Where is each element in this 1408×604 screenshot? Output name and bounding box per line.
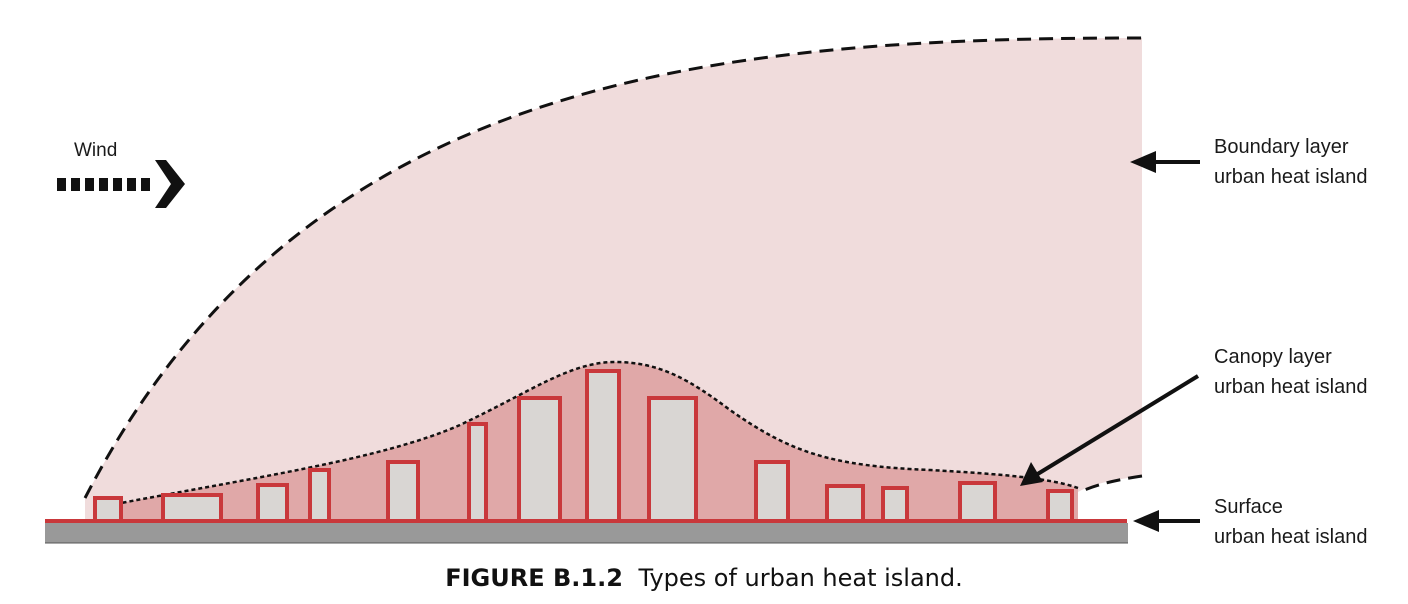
boundary-layer-label-line1: Boundary layer xyxy=(1214,136,1349,158)
surface-label: Surface urban heat island xyxy=(1214,492,1367,552)
surface-label-line1: Surface xyxy=(1214,496,1283,518)
figure-number: FIGURE B.1.2 xyxy=(445,564,623,592)
canopy-layer-arrow xyxy=(1020,374,1200,486)
boundary-layer-label-line2: urban heat island xyxy=(1214,166,1368,188)
building xyxy=(754,460,790,524)
canopy-layer-dotted-outline xyxy=(94,360,1079,510)
figure-caption-text: Types of urban heat island. xyxy=(638,564,963,592)
boundary-layer-label: Boundary layer urban heat island xyxy=(1214,132,1367,192)
building xyxy=(517,396,562,524)
building xyxy=(386,460,420,524)
building xyxy=(93,496,123,524)
building xyxy=(308,468,331,524)
figure-caption: FIGURE B.1.2 Types of urban heat island. xyxy=(0,562,1408,594)
building xyxy=(161,493,223,524)
boundary-layer-dashed-outline xyxy=(83,36,1143,499)
boundary-layer-arrow xyxy=(1130,151,1200,173)
building xyxy=(881,486,909,524)
surface-label-line2: urban heat island xyxy=(1214,526,1368,548)
ground xyxy=(45,523,1128,543)
building xyxy=(1046,489,1074,524)
building xyxy=(256,483,289,524)
wind-arrow-icon xyxy=(57,160,185,208)
boundary-layer-heat-dome xyxy=(85,38,1142,520)
canopy-layer-label-line2: urban heat island xyxy=(1214,376,1368,398)
surface-arrow xyxy=(1133,510,1200,532)
canopy-layer-label: Canopy layer urban heat island xyxy=(1214,342,1367,402)
wind-label: Wind xyxy=(74,140,118,161)
building xyxy=(647,396,698,524)
boundary-layer-dashed-outline-right xyxy=(1079,474,1143,494)
building xyxy=(467,422,488,524)
building xyxy=(585,369,621,524)
building xyxy=(958,481,997,524)
canopy-layer-label-line1: Canopy layer xyxy=(1214,346,1332,368)
building xyxy=(825,484,865,524)
